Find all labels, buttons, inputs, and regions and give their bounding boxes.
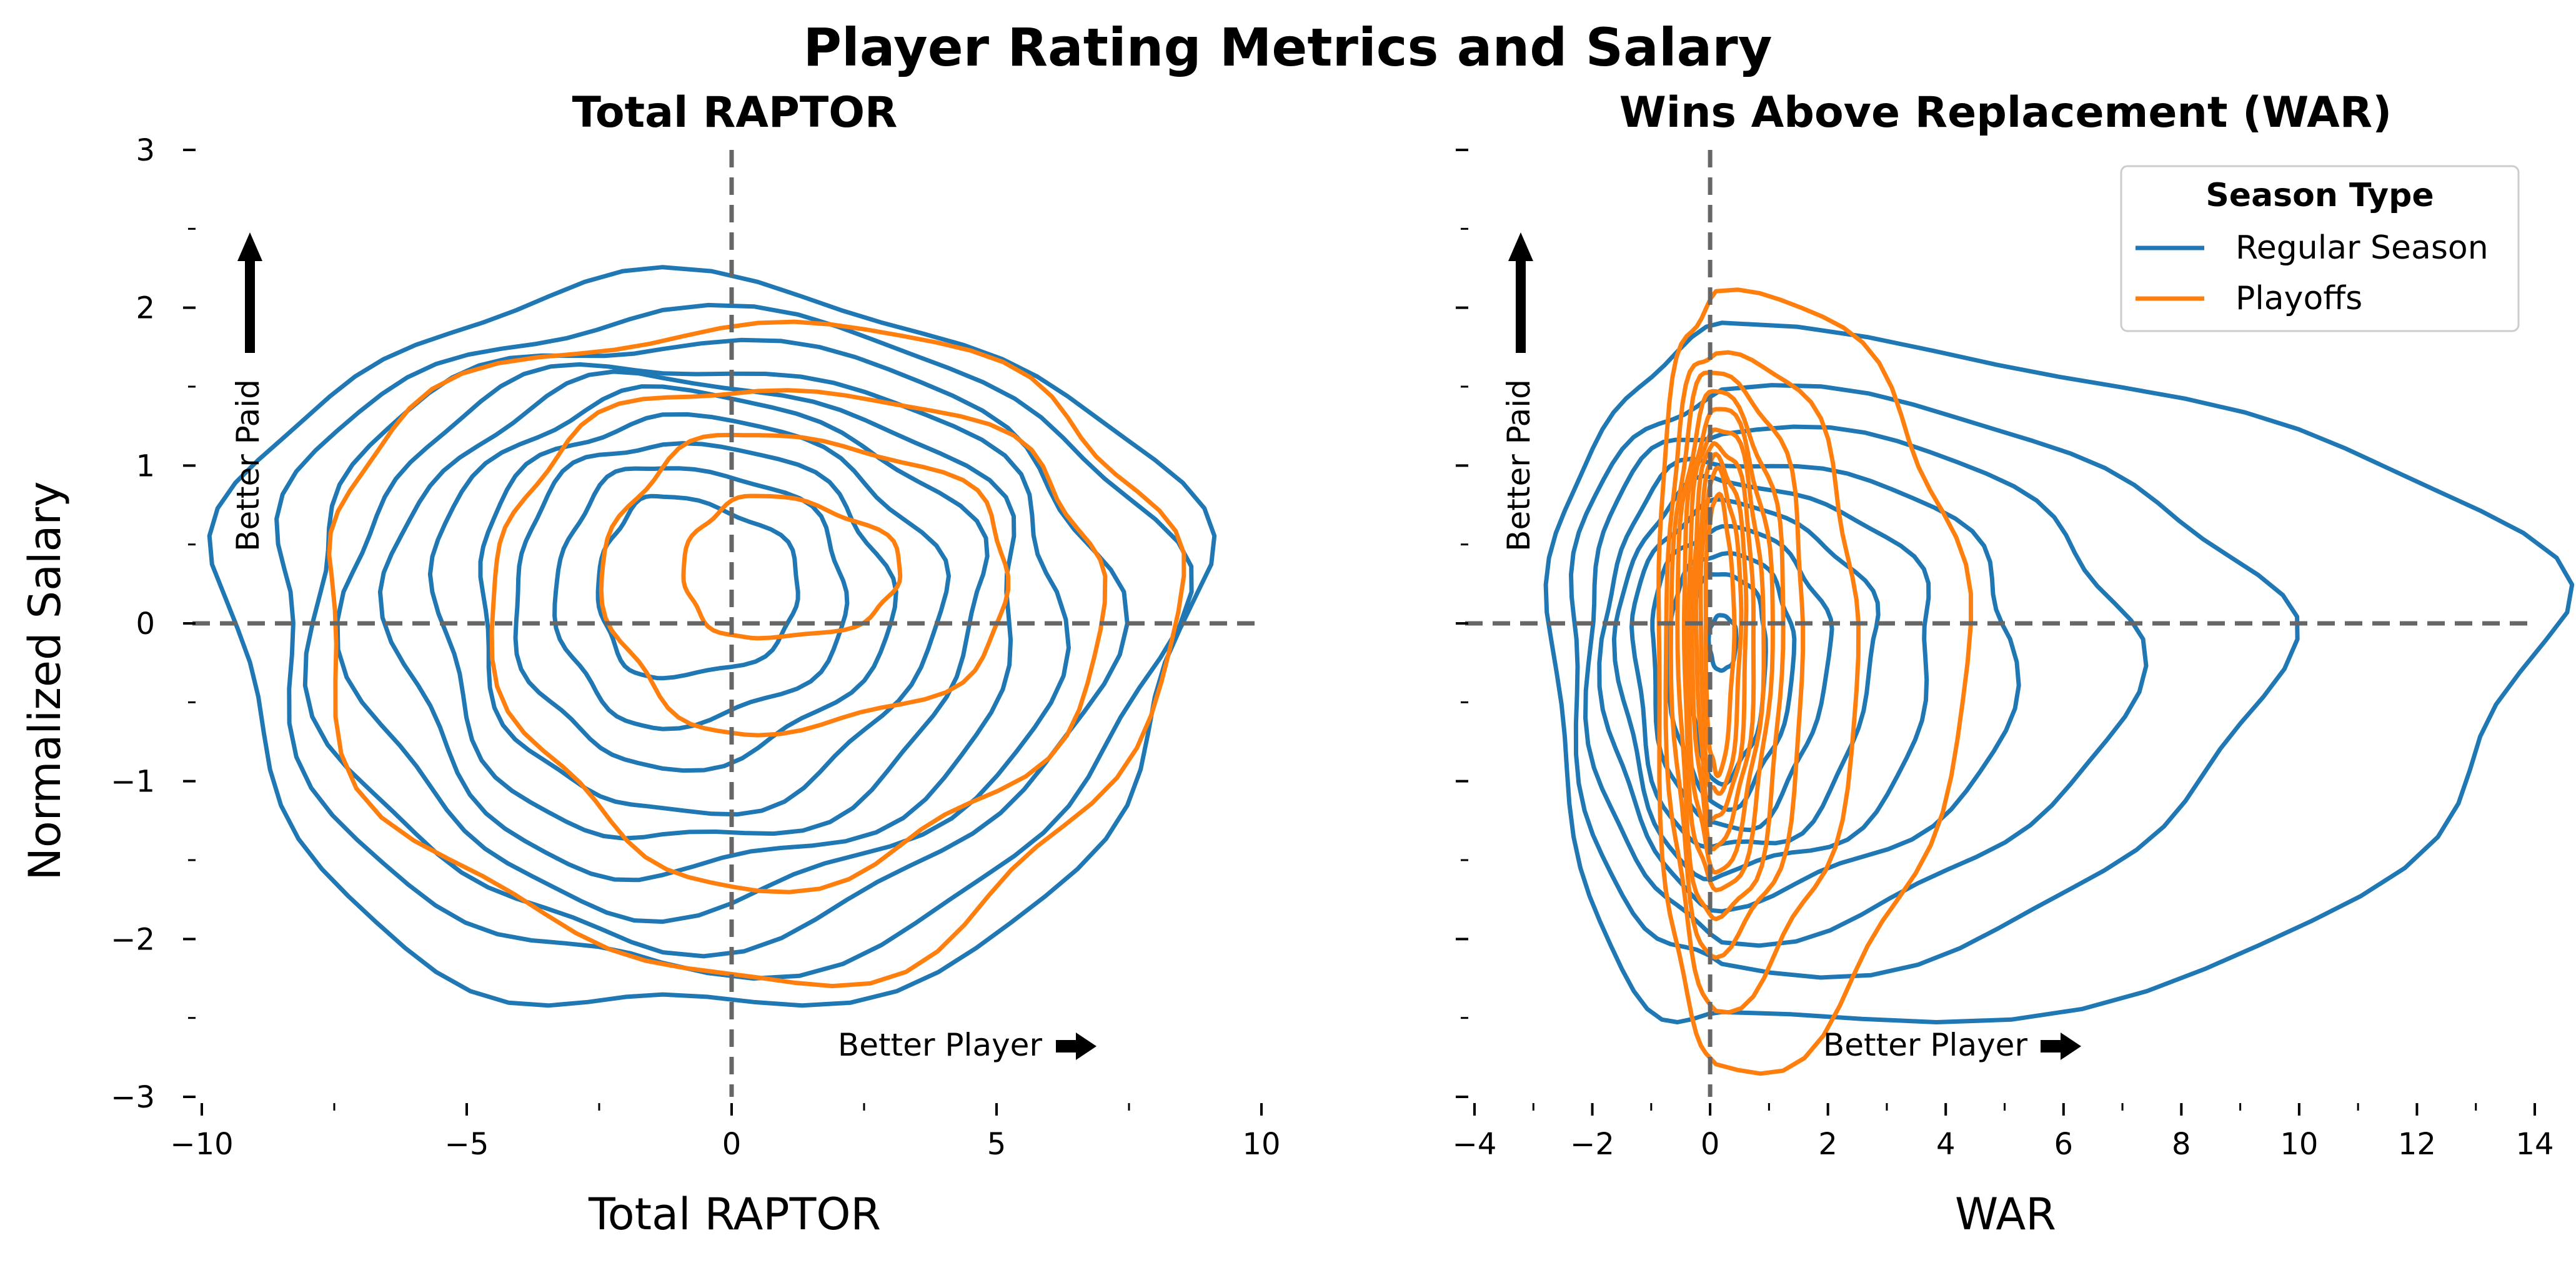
war-annotations: Better Player Better Paid — [1501, 232, 2081, 1063]
contour-playoffs-level-4 — [681, 493, 903, 641]
contour-regular-level-7 — [1650, 524, 1834, 833]
contour-regular-level-4 — [335, 362, 1071, 924]
x-tick-label: 12 — [2398, 1127, 2436, 1162]
war-x-axis-label: WAR — [1955, 1189, 2056, 1240]
y-tick-label: 1 — [136, 448, 155, 483]
legend: Season Type Regular Season Playoffs — [2120, 165, 2520, 332]
war-panel-title: Wins Above Replacement (WAR) — [1619, 88, 2392, 137]
x-tick-label: 2 — [1818, 1127, 1838, 1162]
better-paid-annotation: Better Paid — [230, 379, 266, 552]
contour-regular-level-4 — [1597, 457, 2021, 914]
contour-regular-level-9 — [552, 466, 850, 731]
war-reference-lines — [1465, 150, 2535, 1097]
contour-playoffs-level-1 — [327, 319, 1186, 989]
y-tick-label: −3 — [111, 1080, 155, 1115]
contour-regular-level-10 — [595, 493, 800, 681]
contour-playoffs-level-4 — [1675, 389, 1786, 921]
contour-regular-level-1 — [1543, 320, 2575, 1024]
contour-regular-level-3 — [1583, 424, 2149, 948]
x-tick-label: 10 — [2280, 1127, 2318, 1162]
x-tick-label: 4 — [1936, 1127, 1956, 1162]
contour-regular-level-2 — [1569, 383, 2300, 980]
y-tick-label: 2 — [136, 291, 155, 326]
legend-title: Season Type — [2206, 177, 2434, 214]
x-tick-label: 8 — [2172, 1127, 2191, 1162]
better-player-arrow-icon — [2041, 1033, 2081, 1060]
raptor-x-axis-label: Total RAPTOR — [588, 1189, 881, 1240]
better-paid-arrow-icon — [1508, 232, 1533, 353]
contour-regular-level-8 — [513, 441, 898, 773]
contour-playoffs-level-10 — [1703, 492, 1737, 778]
legend-label-regular: Regular Season — [2235, 229, 2489, 267]
war-axes: −4 −2 0 2 4 6 8 10 12 14 — [1453, 149, 2554, 1162]
raptor-contours — [207, 265, 1217, 1008]
x-tick-label: 10 — [1242, 1127, 1280, 1162]
contour-regular-level-1 — [207, 265, 1217, 1008]
legend-box — [2120, 165, 2520, 332]
x-tick-label: 14 — [2515, 1127, 2554, 1162]
better-player-annotation: Better Player — [1823, 1027, 2028, 1063]
x-tick-label: 5 — [987, 1127, 1007, 1162]
y-tick-label: 3 — [136, 133, 155, 168]
y-tick-label: 0 — [136, 607, 155, 641]
x-tick-label: −5 — [445, 1127, 489, 1162]
war-panel: Wins Above Replacement (WAR) WAR −4 −2 0 2 4… — [1453, 88, 2575, 1240]
x-tick-label: −4 — [1453, 1127, 1497, 1162]
x-tick-label: 0 — [722, 1127, 742, 1162]
x-tick-label: 0 — [1701, 1127, 1720, 1162]
better-player-annotation: Better Player — [838, 1027, 1043, 1063]
better-player-arrow-icon — [1056, 1033, 1097, 1060]
raptor-panel: Total RAPTOR Total RAPTOR Normalized Sal… — [19, 88, 1281, 1240]
contour-playoffs-level-3 — [599, 432, 1011, 738]
x-tick-label: −10 — [170, 1127, 233, 1162]
y-tick-label: −2 — [111, 922, 155, 957]
raptor-reference-lines — [192, 150, 1261, 1097]
raptor-annotations: Better Player Better Paid — [230, 232, 1097, 1063]
y-tick-label: −1 — [111, 765, 155, 800]
contour-regular-level-5 — [1611, 473, 1931, 882]
contour-playoffs-level-2 — [489, 388, 1108, 894]
contour-regular-level-2 — [274, 302, 1194, 981]
contour-regular-level-3 — [302, 337, 1130, 959]
raptor-panel-title: Total RAPTOR — [572, 88, 898, 137]
contour-regular-level-5 — [377, 369, 1017, 883]
legend-label-playoffs: Playoffs — [2235, 280, 2362, 317]
contour-regular-level-6 — [427, 384, 990, 841]
x-tick-label: 6 — [2054, 1127, 2074, 1162]
y-axis-label: Normalized Salary — [19, 481, 71, 880]
better-paid-arrow-icon — [237, 232, 262, 353]
better-paid-annotation: Better Paid — [1501, 379, 1537, 552]
war-contours — [1543, 287, 2575, 1076]
contour-playoffs-level-5 — [1681, 407, 1775, 893]
contour-regular-level-10 — [1706, 613, 1739, 673]
suptitle: Player Rating Metrics and Salary — [803, 17, 1772, 78]
x-tick-label: −2 — [1570, 1127, 1614, 1162]
